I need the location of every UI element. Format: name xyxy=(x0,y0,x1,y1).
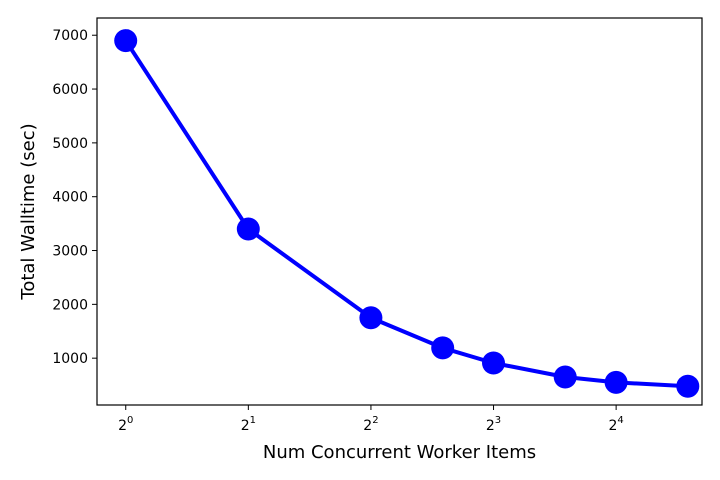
x-tick-exponent: 4 xyxy=(617,415,623,426)
data-point xyxy=(431,336,455,360)
y-axis: 1000 2000 3000 4000 5000 6000 7000 xyxy=(52,28,97,367)
data-point xyxy=(482,351,505,375)
x-tick-label: 20 xyxy=(118,415,133,434)
y-tick-label: 7000 xyxy=(52,28,88,44)
x-tick-label: 21 xyxy=(241,415,256,434)
x-tick-label: 23 xyxy=(486,415,501,434)
data-point xyxy=(604,370,628,394)
x-tick-exponent: 1 xyxy=(250,415,256,426)
plot-frame xyxy=(96,17,703,406)
y-tick-label: 2000 xyxy=(52,297,88,313)
series-line xyxy=(124,39,688,389)
x-tick-base: 2 xyxy=(486,418,495,434)
data-point xyxy=(676,374,700,398)
x-tick-exponent: 2 xyxy=(372,415,378,426)
data-point xyxy=(553,365,577,389)
y-axis-label: Total Walltime (sec) xyxy=(18,123,39,300)
x-tick-label: 24 xyxy=(608,415,623,434)
x-tick-exponent: 0 xyxy=(127,415,133,426)
x-tick-exponent: 3 xyxy=(495,415,501,426)
y-tick-label: 1000 xyxy=(52,351,88,367)
x-axis: 20 21 22 23 24 xyxy=(118,405,624,434)
x-axis-label: Num Concurrent Worker Items xyxy=(263,442,536,463)
x-tick-label: 22 xyxy=(363,415,378,434)
y-tick-label: 5000 xyxy=(52,136,88,152)
x-tick-base: 2 xyxy=(608,418,617,434)
y-tick-label: 6000 xyxy=(52,82,88,98)
data-point xyxy=(236,217,260,241)
y-tick-label: 3000 xyxy=(52,244,88,260)
data-point xyxy=(114,29,138,53)
x-tick-base: 2 xyxy=(363,418,372,434)
x-tick-base: 2 xyxy=(118,418,127,434)
y-tick-label: 4000 xyxy=(52,190,88,206)
x-tick-base: 2 xyxy=(241,418,250,434)
data-point xyxy=(359,306,383,330)
plot-layer xyxy=(114,29,700,398)
